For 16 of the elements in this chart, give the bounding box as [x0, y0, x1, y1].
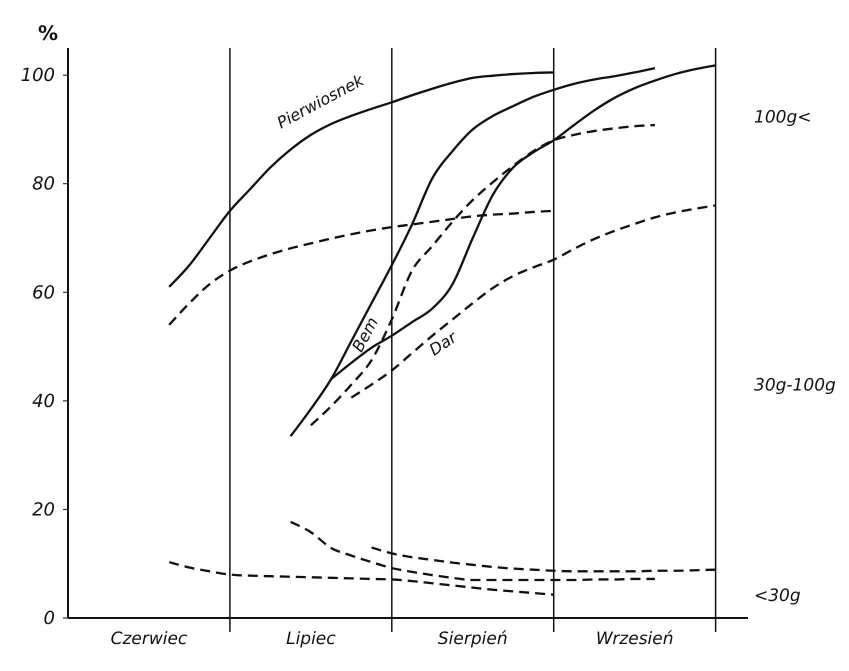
y-tick-label: 60	[32, 282, 55, 304]
x-tick-label: Lipiec	[286, 629, 336, 649]
text: Bem	[348, 314, 382, 356]
y-tick-label: 100	[20, 65, 55, 86]
x-tick-label: Sierpień	[438, 629, 508, 649]
text: 30g-100g	[754, 375, 836, 396]
text: <30g	[754, 586, 801, 606]
x-tick-label: Czerwiec	[110, 629, 188, 649]
y-tick-label: 80	[32, 174, 55, 195]
y-tick-label: 40	[32, 390, 55, 412]
y-tick-label: 0	[44, 608, 55, 629]
text: Dar	[426, 326, 462, 360]
text: 100g<	[754, 107, 812, 128]
x-tick-label: Wrzesień	[596, 629, 674, 649]
y-axis-title: %	[38, 21, 58, 45]
y-tick-label: 20	[32, 499, 55, 520]
